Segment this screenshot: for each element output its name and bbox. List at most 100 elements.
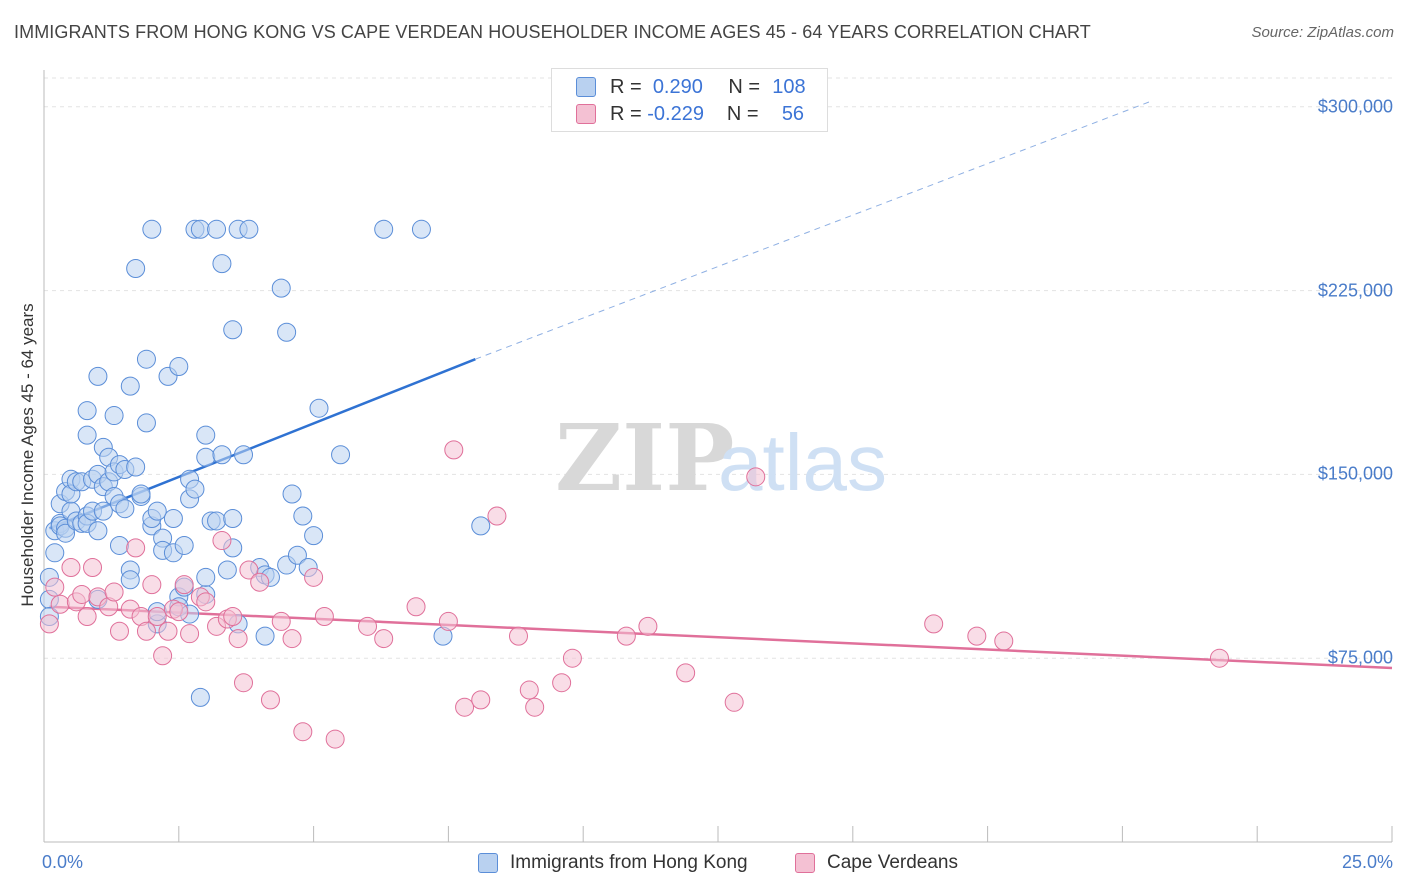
legend-r-value: 0.290 [652, 75, 703, 98]
bottom-legend-label: Immigrants from Hong Kong [510, 852, 748, 873]
point-cape-verdean [676, 663, 696, 683]
point-hong-kong [136, 349, 156, 369]
point-cape-verdean [126, 538, 146, 558]
point-cape-verdean [228, 629, 248, 649]
point-cape-verdean [174, 575, 194, 595]
source-label: Source: ZipAtlas.com [1251, 24, 1394, 41]
point-hong-kong [136, 413, 156, 433]
point-hong-kong [169, 357, 189, 377]
point-hong-kong [207, 219, 227, 239]
x-tick-label-end: 25.0% [1341, 852, 1393, 872]
point-cape-verdean [304, 567, 324, 587]
point-cape-verdean [50, 594, 70, 614]
point-cape-verdean [455, 697, 475, 717]
point-hong-kong [56, 523, 76, 543]
point-hong-kong [120, 570, 140, 590]
point-cape-verdean [293, 722, 313, 742]
point-cape-verdean [39, 614, 59, 634]
point-cape-verdean [61, 558, 81, 578]
point-cape-verdean [438, 611, 458, 631]
point-hong-kong [293, 506, 313, 526]
point-hong-kong [142, 219, 162, 239]
point-cape-verdean [1209, 648, 1229, 668]
trend-line-solid [49, 605, 1393, 670]
bottom-legend-hong-kong: Immigrants from Hong Kong [478, 852, 748, 874]
point-cape-verdean [746, 467, 766, 487]
point-hong-kong [190, 687, 210, 707]
point-hong-kong [207, 511, 227, 531]
point-cape-verdean [471, 690, 491, 710]
point-hong-kong [255, 626, 275, 646]
point-cape-verdean [45, 577, 65, 597]
point-cape-verdean [487, 506, 507, 526]
y-axis-label: Householder Income Ages 45 - 64 years [18, 303, 37, 607]
point-cape-verdean [282, 629, 302, 649]
point-cape-verdean [212, 531, 232, 551]
point-cape-verdean [153, 646, 173, 666]
bottom-legend-swatch-blue [478, 853, 498, 873]
legend-row-cape-verdeans: R = -0.229 N = 56 [576, 102, 804, 126]
point-hong-kong [282, 484, 302, 504]
point-cape-verdean [638, 616, 658, 636]
point-cape-verdean [234, 673, 254, 693]
point-cape-verdean [239, 560, 259, 580]
point-hong-kong [471, 516, 491, 536]
point-cape-verdean [444, 440, 464, 460]
watermark-zip: ZIP [555, 404, 734, 512]
point-hong-kong [109, 535, 129, 555]
legend-r-value: -0.229 [647, 102, 704, 125]
point-cape-verdean [72, 584, 92, 604]
point-hong-kong [212, 254, 232, 274]
point-cape-verdean [358, 616, 378, 636]
y-tick-label: $300,000 [1317, 96, 1393, 117]
point-hong-kong [126, 457, 146, 477]
data-points [39, 219, 1229, 749]
point-cape-verdean [724, 692, 744, 712]
point-cape-verdean [158, 621, 178, 641]
point-hong-kong [77, 401, 97, 421]
point-cape-verdean [374, 629, 394, 649]
bottom-legend-label: Cape Verdeans [827, 852, 958, 873]
point-cape-verdean [169, 602, 189, 622]
point-hong-kong [309, 398, 329, 418]
point-hong-kong [126, 259, 146, 279]
point-hong-kong [190, 219, 210, 239]
point-hong-kong [277, 322, 297, 342]
y-tick-label: $150,000 [1317, 463, 1393, 484]
point-hong-kong [223, 508, 243, 528]
legend-n-value: 56 [781, 102, 805, 125]
bottom-legend-cape-verdeans: Cape Verdeans [795, 852, 958, 874]
point-cape-verdean [406, 597, 426, 617]
point-hong-kong [212, 445, 232, 465]
point-hong-kong [196, 425, 216, 445]
point-cape-verdean [83, 558, 103, 578]
legend-r-label: R = [610, 75, 642, 98]
point-hong-kong [115, 499, 135, 519]
point-hong-kong [88, 366, 108, 386]
point-cape-verdean [196, 592, 216, 612]
point-cape-verdean [314, 607, 334, 627]
point-hong-kong [411, 219, 431, 239]
point-hong-kong [331, 445, 351, 465]
point-cape-verdean [271, 611, 291, 631]
point-hong-kong [131, 484, 151, 504]
point-cape-verdean [519, 680, 539, 700]
legend-n-label: N = [728, 75, 761, 98]
point-cape-verdean [325, 729, 345, 749]
point-hong-kong [93, 501, 113, 521]
point-cape-verdean [250, 572, 270, 592]
point-hong-kong [120, 376, 140, 396]
point-hong-kong [147, 501, 167, 521]
watermark-atlas: atlas [718, 418, 887, 507]
point-cape-verdean [967, 626, 987, 646]
point-hong-kong [234, 445, 254, 465]
point-hong-kong [374, 219, 394, 239]
chart-title: IMMIGRANTS FROM HONG KONG VS CAPE VERDEA… [14, 22, 1091, 42]
legend-swatch-blue [576, 77, 596, 97]
bottom-legend-swatch-pink [795, 853, 815, 873]
point-hong-kong [88, 521, 108, 541]
point-cape-verdean [104, 582, 124, 602]
point-hong-kong [77, 425, 97, 445]
point-cape-verdean [180, 624, 200, 644]
